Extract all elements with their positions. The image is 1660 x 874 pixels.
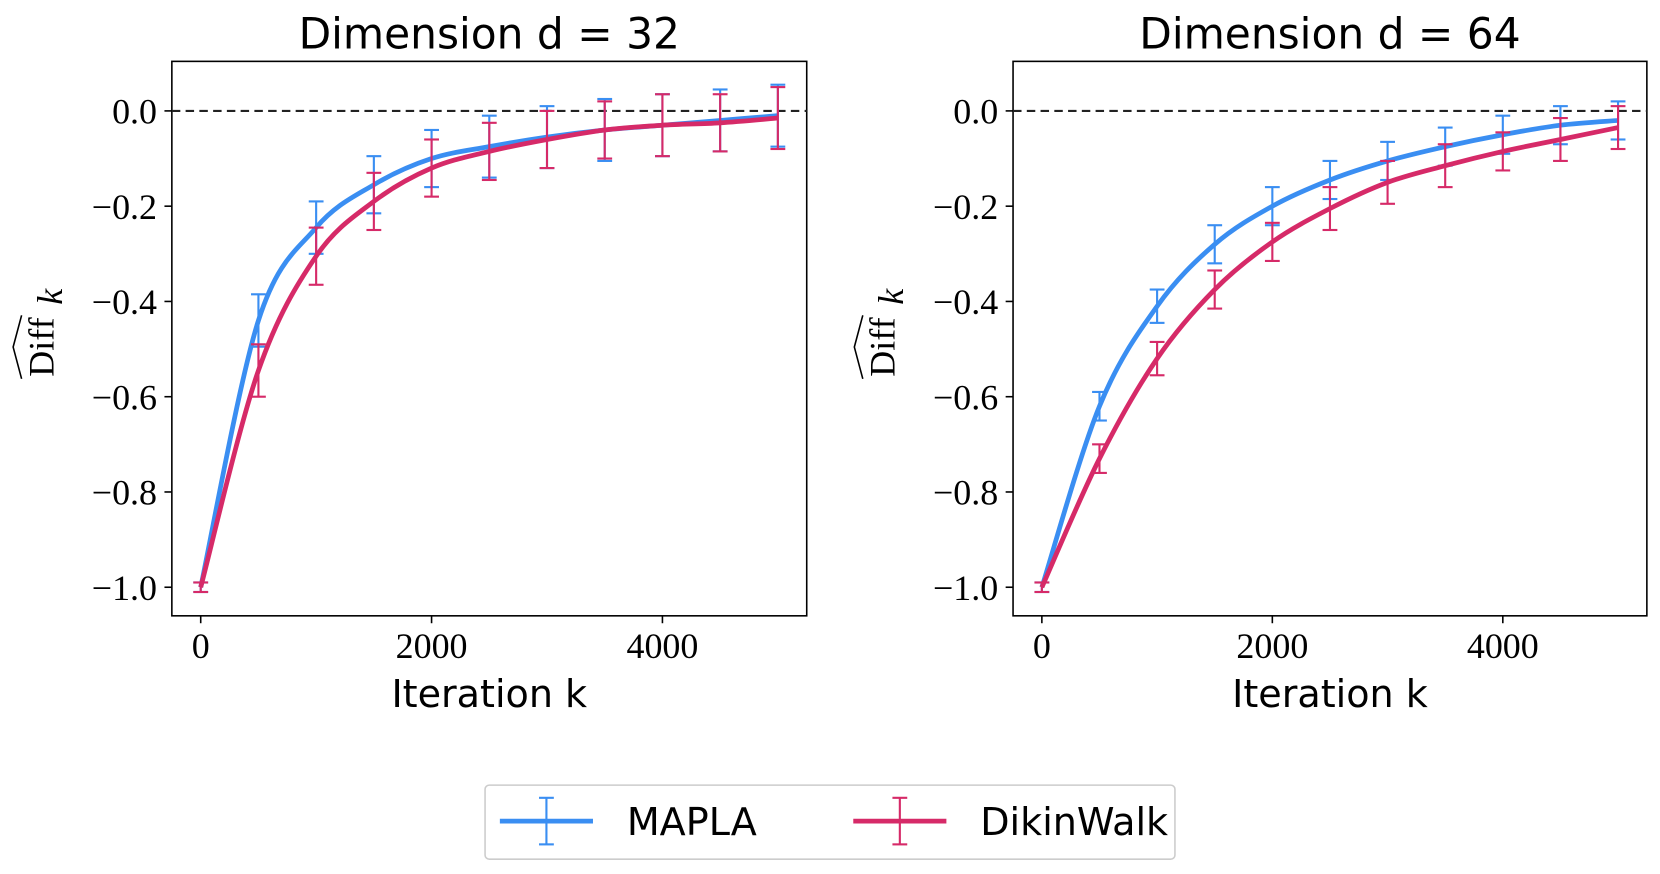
y-tick-label: −0.4 <box>933 282 998 322</box>
y-axis-label-main: Diff <box>21 317 61 376</box>
error-bar <box>1092 390 1107 422</box>
plot-frame <box>171 60 808 617</box>
series-line <box>198 115 779 588</box>
y-axis-label: Diff k <box>853 288 911 380</box>
chart-title: Dimension d = 32 <box>299 10 680 59</box>
error-bar <box>539 109 555 170</box>
y-tick-label: 0.0 <box>953 92 998 132</box>
y-tick-label: −0.4 <box>92 282 157 322</box>
error-bar <box>655 93 670 158</box>
error-bar <box>481 121 497 182</box>
y-axis-label-subscript: k <box>30 288 70 305</box>
error-bar <box>1092 443 1107 474</box>
x-axis-label: Iteration k <box>391 672 587 716</box>
x-tick-label: 0 <box>192 626 210 666</box>
error-bar <box>1495 131 1511 172</box>
error-bar <box>1207 224 1223 265</box>
chart-title: Dimension d = 64 <box>1139 10 1520 59</box>
series-line <box>1039 118 1619 588</box>
y-axis-label-main: Diff <box>863 317 903 376</box>
y-tick-label: −0.8 <box>933 473 998 513</box>
legend-box <box>484 784 1176 860</box>
y-tick-label: −0.2 <box>933 187 998 227</box>
x-tick-label: 2000 <box>396 626 468 666</box>
x-axis-label: Iteration k <box>1232 672 1428 716</box>
error-bar <box>597 100 613 160</box>
legend-label: DikinWalk <box>980 800 1168 844</box>
y-axis-label: Diff k <box>12 288 70 380</box>
series-line <box>198 113 779 588</box>
error-bar <box>1264 186 1280 227</box>
error-bar <box>1380 159 1395 205</box>
error-bar <box>1553 116 1568 162</box>
x-tick-label: 4000 <box>626 626 698 666</box>
series-line <box>1039 125 1619 589</box>
legend-label: MAPLA <box>627 800 757 844</box>
error-bar <box>366 171 382 232</box>
y-tick-label: −0.2 <box>92 187 157 227</box>
y-tick-label: −1.0 <box>92 568 157 608</box>
error-bar <box>1610 105 1626 151</box>
y-tick-label: −1.0 <box>933 568 998 608</box>
plot-frame <box>1012 60 1648 617</box>
y-tick-label: −0.6 <box>92 377 157 417</box>
error-bar <box>1149 288 1165 324</box>
error-bar <box>1264 221 1280 263</box>
y-axis-label-subscript: k <box>871 288 911 305</box>
error-bar <box>770 86 786 151</box>
error-bar <box>1034 581 1050 594</box>
y-axis-label-hat <box>853 315 864 380</box>
y-axis-label-hat <box>12 315 23 380</box>
error-bar <box>251 343 266 398</box>
error-bar <box>1437 143 1453 189</box>
error-bar <box>308 226 324 286</box>
x-tick-label: 0 <box>1033 626 1051 666</box>
x-tick-label: 2000 <box>1236 626 1308 666</box>
error-bar <box>1149 340 1165 377</box>
error-bar <box>1207 269 1223 310</box>
x-tick-label: 4000 <box>1467 626 1539 666</box>
y-tick-label: −0.8 <box>92 473 157 513</box>
error-bar <box>712 93 728 153</box>
y-tick-label: −0.6 <box>933 377 998 417</box>
y-tick-label: 0.0 <box>112 92 157 132</box>
error-bar <box>1322 186 1338 232</box>
error-bar <box>424 138 439 198</box>
error-bar <box>193 581 209 594</box>
